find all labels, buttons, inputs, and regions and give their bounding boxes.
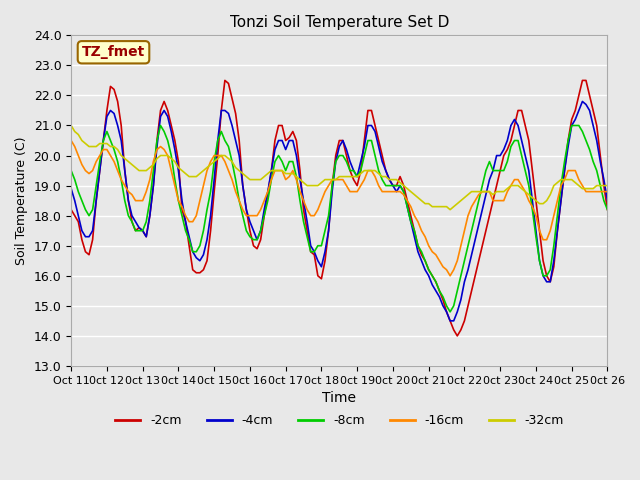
-2cm (446, 318, 454, 324)
-2cm (67, 207, 75, 213)
-8cm (600, 198, 608, 204)
Y-axis label: Soil Temperature (C): Soil Temperature (C) (15, 136, 28, 265)
Title: Tonzi Soil Temperature Set D: Tonzi Soil Temperature Set D (230, 15, 449, 30)
-8cm (332, 159, 340, 165)
-4cm (579, 98, 586, 104)
-2cm (221, 78, 228, 84)
-4cm (257, 228, 264, 234)
-32cm (257, 177, 264, 182)
-32cm (67, 122, 75, 128)
-16cm (328, 177, 336, 182)
-2cm (453, 333, 461, 339)
-8cm (260, 213, 268, 218)
-32cm (328, 177, 336, 182)
-32cm (446, 207, 454, 213)
-16cm (604, 189, 611, 194)
-32cm (407, 189, 415, 194)
-4cm (604, 198, 611, 204)
-32cm (596, 183, 604, 189)
Line: -4cm: -4cm (71, 101, 607, 321)
Line: -8cm: -8cm (71, 125, 607, 312)
-16cm (67, 138, 75, 144)
-8cm (604, 207, 611, 213)
X-axis label: Time: Time (323, 391, 356, 405)
Line: -32cm: -32cm (71, 125, 607, 210)
-2cm (600, 183, 608, 189)
-2cm (396, 174, 404, 180)
-16cm (596, 189, 604, 194)
-16cm (443, 267, 451, 273)
Legend: -2cm, -4cm, -8cm, -16cm, -32cm: -2cm, -4cm, -8cm, -16cm, -32cm (110, 409, 568, 432)
-4cm (67, 186, 75, 192)
-8cm (67, 168, 75, 173)
-2cm (260, 213, 268, 218)
-8cm (157, 122, 164, 128)
-32cm (393, 177, 401, 182)
-4cm (393, 189, 401, 194)
-32cm (604, 183, 611, 189)
-2cm (410, 228, 418, 234)
-2cm (604, 207, 611, 213)
-8cm (450, 303, 458, 309)
-4cm (328, 189, 336, 194)
-16cm (407, 204, 415, 210)
-4cm (443, 309, 451, 315)
-4cm (407, 219, 415, 225)
Text: TZ_fmet: TZ_fmet (82, 45, 145, 59)
Line: -2cm: -2cm (71, 81, 607, 336)
-32cm (443, 204, 451, 210)
Line: -16cm: -16cm (71, 141, 607, 276)
-4cm (446, 318, 454, 324)
-16cm (393, 189, 401, 194)
-8cm (446, 309, 454, 315)
-8cm (410, 228, 418, 234)
-16cm (446, 273, 454, 279)
-16cm (257, 207, 264, 213)
-2cm (332, 153, 340, 158)
-4cm (600, 177, 608, 182)
-8cm (396, 183, 404, 189)
